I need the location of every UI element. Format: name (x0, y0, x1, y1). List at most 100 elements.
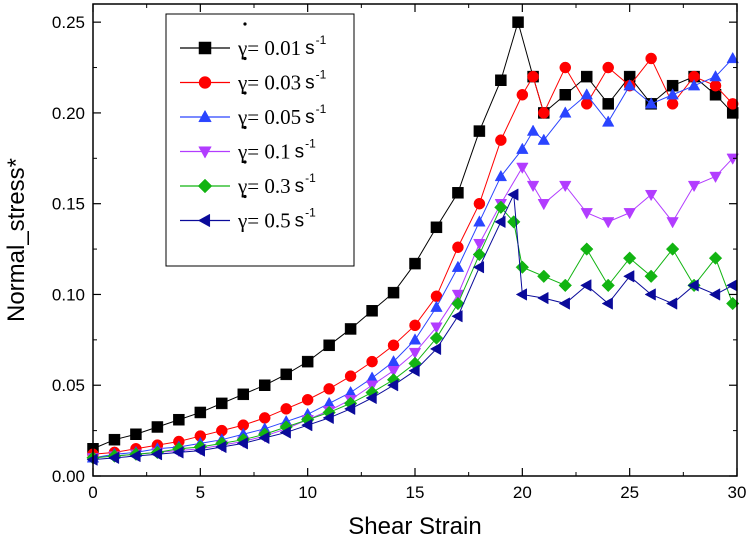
data-point (215, 440, 227, 454)
legend-unit: s (305, 38, 315, 59)
data-point (430, 322, 443, 334)
data-point (387, 286, 400, 299)
legend: γ= 0.01 s -1γ= 0.03 s -1γ= 0.05 s -1γ= 0.1 … (165, 13, 355, 267)
data-point (666, 297, 678, 310)
series-2 (87, 52, 739, 460)
data-point (708, 288, 721, 301)
data-point (507, 188, 519, 201)
data-point (258, 379, 271, 391)
x-tick-label: 30 (728, 483, 747, 502)
legend-exponent: -1 (316, 102, 327, 116)
legend-dot (243, 22, 247, 26)
data-point (344, 370, 357, 382)
data-point (516, 162, 529, 174)
data-point (726, 98, 739, 110)
y-tick-label: 0.05 (52, 376, 85, 395)
data-point (516, 89, 529, 101)
data-point (559, 106, 572, 118)
data-point (507, 215, 521, 229)
data-point (558, 297, 570, 310)
data-point (644, 288, 656, 301)
legend-dot (243, 56, 247, 61)
series-6 (86, 188, 738, 466)
legend-label: γ= 0.5 (237, 209, 291, 233)
y-tick-label: 0.20 (52, 104, 85, 123)
legend-marker (198, 76, 212, 89)
data-point (366, 355, 378, 368)
data-point (687, 79, 701, 91)
data-point (709, 70, 722, 82)
data-point (344, 323, 357, 335)
data-point (172, 446, 184, 459)
data-point (537, 269, 551, 283)
data-point (527, 70, 539, 83)
data-point (150, 448, 163, 461)
y-tick-label: 0.10 (52, 285, 85, 304)
legend-label: γ= 0.03 (237, 71, 301, 95)
data-point (323, 383, 335, 395)
data-point (580, 70, 593, 83)
data-point (323, 339, 335, 352)
legend-item: γ= 0.05 s -1 (180, 91, 327, 129)
legend-exponent: -1 (305, 206, 316, 220)
data-point (129, 449, 141, 463)
legend-marker (197, 213, 211, 228)
data-point (429, 342, 442, 356)
data-point (387, 355, 400, 367)
data-point (559, 61, 572, 74)
legend-unit: s (295, 142, 305, 163)
data-point (409, 319, 421, 332)
data-point (623, 79, 636, 91)
legend-box (165, 13, 355, 267)
data-point (194, 406, 207, 419)
data-point (473, 125, 486, 137)
data-point (301, 418, 313, 432)
data-point (602, 217, 615, 229)
legend-dot (243, 194, 247, 199)
data-point (451, 289, 465, 302)
data-point (687, 279, 699, 292)
data-point (537, 133, 550, 145)
data-point (408, 364, 420, 377)
data-point (666, 88, 679, 100)
data-point (451, 296, 465, 311)
legend-unit: s (295, 176, 305, 197)
data-point (494, 215, 506, 229)
data-point (216, 397, 228, 410)
x-tick-label: 25 (620, 483, 639, 502)
data-point (512, 16, 524, 28)
data-point (130, 428, 142, 440)
data-point (622, 251, 637, 265)
data-point (709, 171, 722, 184)
data-point (236, 437, 248, 450)
data-point (559, 180, 572, 193)
y-axis-title: Normal_stress* (3, 158, 30, 322)
data-point (687, 180, 701, 193)
legend-unit: s (295, 211, 305, 232)
legend-exponent: -1 (316, 33, 327, 47)
axis-layer: 0 5 10 15 20 25 30 0.00 0.05 0.10 0.15 0.20 0.25 (52, 4, 747, 502)
data-point (452, 241, 464, 254)
data-point (495, 134, 507, 146)
data-point (644, 189, 658, 202)
data-point (151, 421, 164, 433)
legend-label: γ= 0.01 (237, 36, 301, 60)
data-point (494, 200, 508, 215)
data-point (108, 433, 121, 446)
data-point (301, 355, 314, 368)
x-tick-label: 10 (298, 483, 317, 502)
legend-label: γ= 0.3 (237, 174, 291, 198)
data-point (537, 199, 550, 211)
data-point (537, 291, 549, 305)
data-point (473, 238, 486, 251)
legend-item: γ= 0.1 s -1 (180, 125, 316, 164)
data-point (601, 297, 613, 310)
data-point (602, 115, 615, 127)
data-point (726, 279, 738, 292)
data-point (665, 242, 680, 256)
data-point (580, 279, 592, 292)
data-point (666, 98, 679, 110)
data-point (558, 278, 572, 293)
data-point (280, 368, 292, 381)
legend-dot (243, 125, 247, 130)
